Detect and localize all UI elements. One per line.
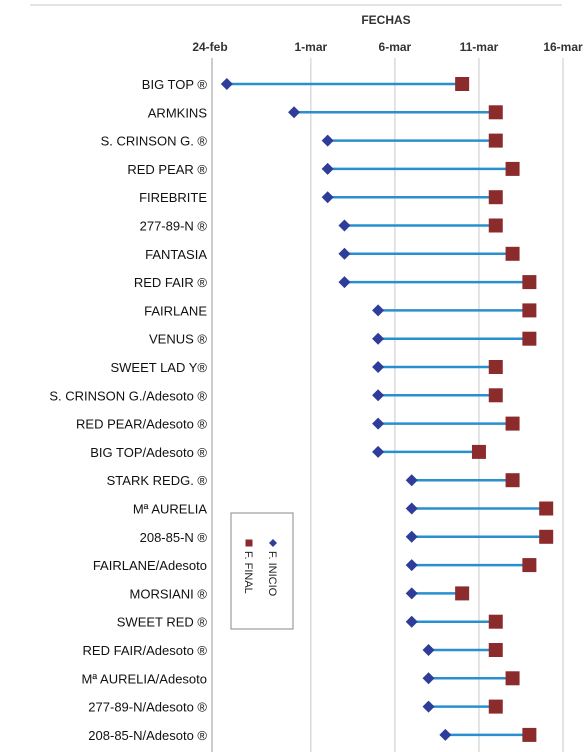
end-marker [488, 218, 503, 233]
legend-item-final: F. FINAL [242, 539, 254, 594]
end-marker [488, 614, 503, 629]
legend-square-icon [245, 539, 253, 547]
category-label: Mª AURELIA [133, 502, 207, 517]
start-marker [338, 247, 351, 260]
category-label: S. CRINSON G./Adesoto ® [49, 388, 207, 403]
x-tick-label: 6-mar [379, 40, 412, 54]
x-tick-label: 1-mar [295, 40, 328, 54]
category-label: SWEET RED ® [117, 615, 208, 630]
category-label: ARMKINS [148, 105, 208, 120]
category-label: RED PEAR ® [127, 162, 207, 177]
category-label: RED FAIR ® [134, 275, 208, 290]
start-marker [372, 361, 385, 373]
end-marker [522, 727, 537, 742]
category-label: 277-89-N ® [140, 219, 208, 234]
gridlines [310, 58, 564, 752]
end-marker [488, 190, 503, 205]
start-marker [372, 389, 385, 402]
category-label: BIG TOP/Adesoto ® [90, 445, 207, 460]
x-tick-label: 11-mar [460, 40, 499, 54]
end-marker [488, 360, 503, 374]
start-marker [372, 304, 385, 317]
legend-label-final: F. FINAL [242, 551, 254, 594]
start-marker [288, 106, 301, 119]
category-label: S. CRINSON G. ® [101, 134, 208, 149]
x-axis-ticks: 24-feb 1-mar 6-mar 11-mar 16-mar [192, 40, 583, 54]
start-marker [338, 219, 351, 232]
x-tick-label: 16-mar [543, 40, 583, 54]
start-marker [220, 78, 233, 90]
category-label: VENUS ® [149, 332, 207, 347]
start-marker [405, 530, 418, 543]
legend-box [230, 512, 294, 630]
start-marker [405, 615, 418, 628]
end-marker [522, 275, 537, 290]
end-marker [522, 558, 537, 573]
start-marker [321, 191, 334, 204]
end-marker [488, 699, 503, 714]
category-label: FIREBRITE [139, 190, 207, 205]
legend-diamond-icon [269, 539, 277, 547]
start-marker [405, 474, 418, 487]
end-marker [505, 246, 520, 261]
start-marker [422, 644, 435, 656]
start-marker [372, 445, 385, 458]
end-marker [522, 331, 537, 346]
category-label: SWEET LAD Y® [110, 360, 207, 375]
x-tick-label: 24-feb [192, 40, 227, 54]
category-label: 208-85-N ® [140, 530, 208, 545]
start-marker [405, 587, 418, 600]
category-label: RED FAIR/Adesoto ® [83, 643, 208, 658]
category-label: FAIRLANE/Adesoto [93, 558, 207, 573]
category-labels: BIG TOP ® ARMKINS S. CRINSON G. ® RED PEAR … [49, 77, 207, 743]
x-axis-title: FECHAS [361, 13, 410, 27]
end-marker [505, 161, 520, 176]
category-label: FANTASIA [145, 247, 207, 262]
start-marker [405, 559, 418, 572]
legend: F. INICIO F. FINAL [230, 512, 294, 630]
end-marker [455, 586, 470, 601]
end-marker [539, 529, 554, 544]
start-marker [422, 700, 435, 713]
start-marker [422, 672, 435, 685]
end-marker [488, 105, 503, 120]
end-marker [455, 77, 470, 91]
end-marker [505, 416, 520, 431]
series-end-markers [455, 77, 554, 742]
end-marker [471, 444, 486, 459]
category-label: 277-89-N/Adesoto ® [88, 700, 207, 715]
end-marker [539, 501, 554, 516]
start-marker [439, 728, 452, 741]
start-marker [372, 332, 385, 345]
end-marker [505, 473, 520, 488]
start-marker [321, 162, 334, 175]
category-label: RED PEAR/Adesoto ® [76, 417, 207, 432]
end-marker [488, 643, 503, 657]
category-label: FAIRLANE [144, 303, 207, 318]
category-label: 208-85-N/Adesoto ® [88, 728, 207, 743]
start-marker [338, 276, 351, 289]
end-marker [522, 303, 537, 318]
end-marker [505, 671, 520, 686]
legend-label-inicio: F. INICIO [266, 551, 278, 597]
category-label: STARK REDG. ® [107, 473, 208, 488]
series-start-markers [220, 78, 452, 741]
category-label: Mª AURELIA/Adesoto [82, 671, 207, 686]
category-label: MORSIANI ® [130, 586, 208, 601]
start-marker [372, 417, 385, 430]
category-label: BIG TOP ® [142, 77, 208, 92]
end-marker [488, 388, 503, 403]
start-marker [405, 502, 418, 515]
connectors [226, 82, 547, 737]
end-marker [488, 133, 503, 148]
legend-item-inicio: F. INICIO [266, 539, 278, 597]
start-marker [321, 134, 334, 147]
